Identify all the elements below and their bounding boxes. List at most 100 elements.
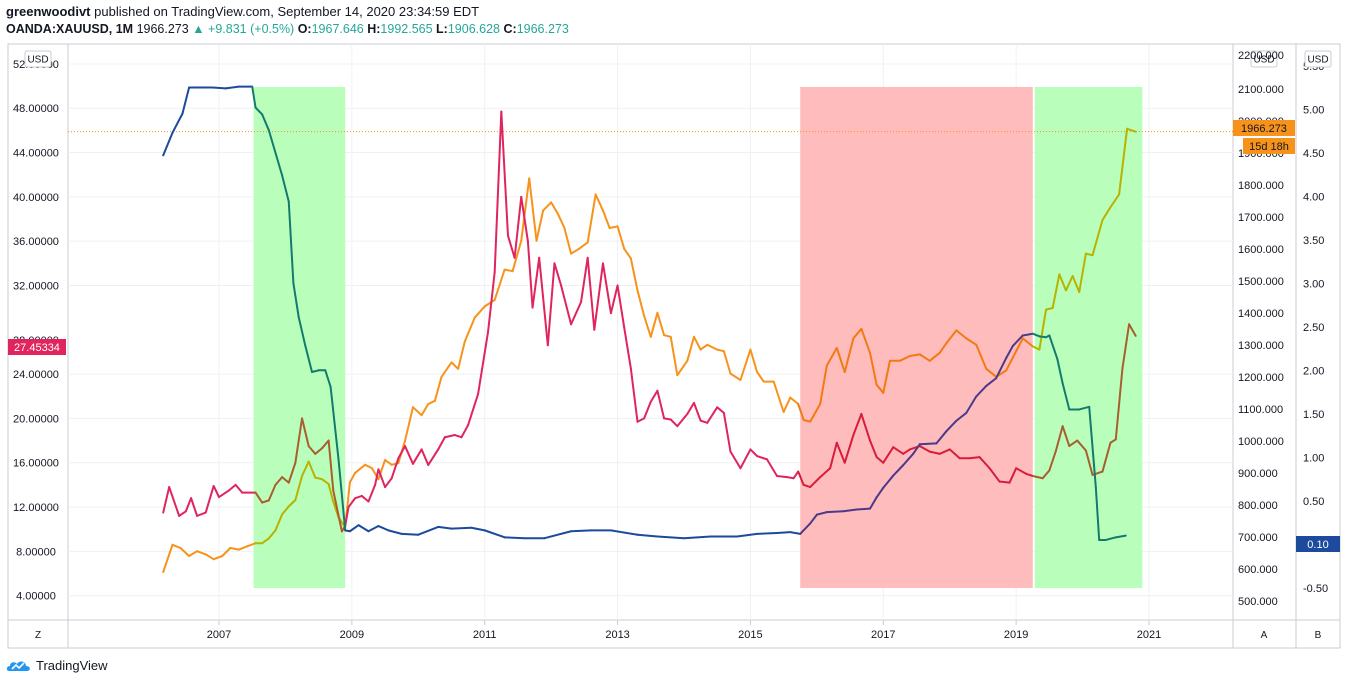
silver-line-segment [513,195,523,259]
gold-line-segment [739,348,752,381]
silver-line-segment [500,110,509,237]
gold-line-segment [384,459,393,466]
left-price-axis[interactable]: 52.0000048.0000044.0000040.0000036.00000… [13,59,59,603]
gold-line-segment [699,343,709,351]
right-axis-tick: 900.000 [1238,468,1278,480]
gold-line-segment [819,364,828,405]
gold-line-segment [975,343,988,370]
silver-line-segment [656,389,666,420]
gold-line-segment [1084,252,1094,257]
tradingview-logo[interactable]: TradingView [6,657,108,673]
rate-line-segment [274,151,284,177]
silver-line-segment [716,406,725,414]
gold-line-segment [229,547,240,551]
silver-line-segment [938,448,951,455]
far-right-price-axis[interactable]: 5.505.004.504.003.503.002.502.001.501.00… [1303,61,1328,595]
time-axis-tick: 2019 [1004,629,1028,641]
right-axis-tick: 1100.000 [1238,404,1283,416]
gold-line-segment [656,311,666,337]
rate-line-segment [985,377,998,387]
rate-line-segment [287,200,295,285]
silver-line-segment [546,262,556,347]
gold-line-segment [852,327,863,340]
open-value: 1967.646 [311,22,364,36]
high-value: 1992.565 [380,22,433,36]
silver-line-segment [623,326,632,370]
zoom-corner-button[interactable]: Z [35,630,41,641]
time-axis-tick: 2021 [1137,629,1161,641]
gold-line-segment [601,209,611,229]
close-label: C: [503,22,517,36]
silver-line-segment [706,406,719,424]
rate-line-segment [736,532,759,538]
time-axis-tick: 2017 [871,629,895,641]
gold-line-segment [377,459,387,481]
far-right-unit-box[interactable]: USD [1304,50,1332,68]
silver-line-segment [520,195,529,243]
silver-line-segment [332,489,343,533]
silver-line-segment [261,499,270,504]
rate-line-segment [1061,382,1071,411]
rate-line-segment [656,535,685,540]
rate-line-segment [1011,334,1024,347]
time-axis[interactable]: 2007 2009 2011 2013 2015 2017 2019 2021 [207,620,1161,641]
silver-line-segment [692,401,702,422]
gold-line-segment [171,543,182,549]
gold-line-segment [301,460,310,477]
time-axis-tick: 2011 [473,629,497,641]
auto-scale-button-far-right[interactable]: B [1315,630,1322,641]
rate-line-segment [1088,405,1097,489]
right-axis-tick: 700.000 [1238,532,1278,544]
time-axis-tick: 2013 [605,629,629,641]
rate-line-segment [181,86,191,115]
time-axis-tick: 2015 [738,629,762,641]
silver-line-segment [204,484,215,514]
left-unit-box[interactable]: USD [24,50,52,68]
symbol-name: OANDA:XAUUSD, 1M [6,22,134,36]
rate-line-segment [251,85,257,109]
rate-last-value: 0.10 [1307,539,1328,551]
gold-line-segment [179,547,191,557]
left-axis-tick: 24.00000 [13,369,59,381]
right-price-axis[interactable]: 2100.0002000.0001900.0001800.0001700.000… [1238,84,1284,608]
auto-scale-button-right[interactable]: A [1261,630,1268,641]
rate-line-segment [1021,332,1034,337]
low-value: 1906.628 [447,22,500,36]
rate-line-segment [297,316,307,347]
silver-line-segment [988,467,1001,483]
shaded-zone-green [253,87,346,588]
silver-line-segment [314,447,323,455]
rate-line-segment [1031,332,1041,338]
silver-line-segment [1076,439,1087,452]
silver-line-segment [882,446,895,464]
silver-line-segment [649,389,659,403]
silver-line-segment [978,456,991,470]
gold-partial-tick: 2200.000 [1238,50,1284,62]
silver-line-segment [487,271,496,333]
left-axis-tick: 16.00000 [13,458,59,470]
rate-line-segment [281,174,290,203]
author-name[interactable]: greenwoodivt [6,4,91,19]
rate-line-segment [261,113,270,132]
right-unit-box[interactable]: USD [1250,50,1278,68]
rate-line-segment [470,526,486,532]
gold-line-segment [1101,206,1112,221]
silver-line-segment [629,367,639,423]
gold-line-segment [212,555,224,561]
silver-line-segment [360,494,370,503]
gold-line-segment [722,350,732,375]
gold-line-segment [594,193,604,212]
right-unit-label: USD [1253,55,1274,66]
gold-line-segment [1109,193,1121,209]
silver-line-segment [553,262,563,287]
gold-line-segment [1005,350,1018,372]
low-label: L: [436,22,448,36]
rate-line-segment [224,85,240,90]
silver-line-segment [1048,449,1057,472]
gold-line-segment [204,553,215,561]
silver-line-segment [756,455,769,461]
silver-line-segment [374,468,380,486]
gold-line-segment [686,335,695,362]
gold-line-segment [835,347,846,373]
